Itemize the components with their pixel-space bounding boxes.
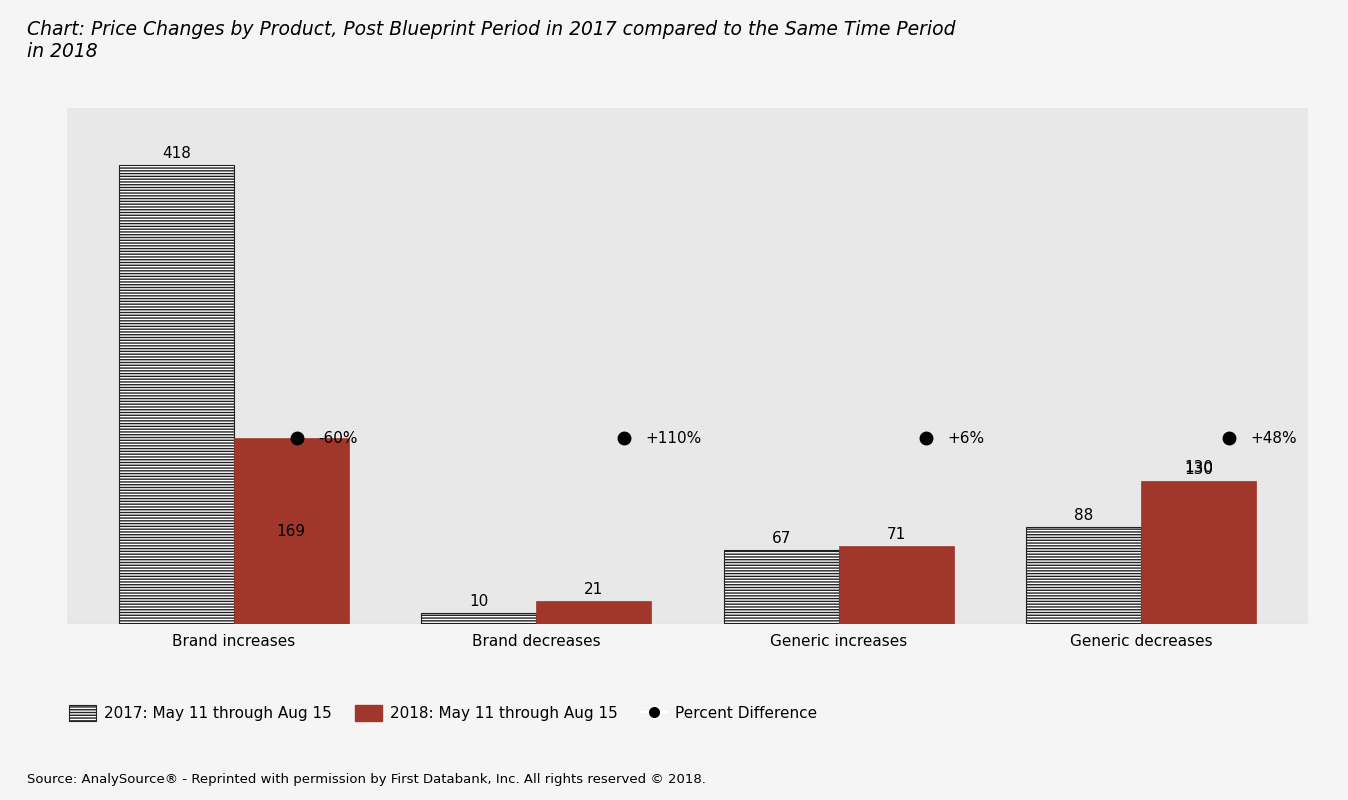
Text: 130: 130 bbox=[1184, 462, 1213, 477]
Bar bbox=[537, 601, 651, 624]
Text: 71: 71 bbox=[887, 526, 906, 542]
Bar bbox=[1026, 527, 1142, 624]
Text: 418: 418 bbox=[162, 146, 190, 161]
Text: 88: 88 bbox=[1074, 508, 1093, 523]
Bar bbox=[838, 546, 953, 624]
Bar bbox=[422, 613, 537, 624]
Bar bbox=[119, 165, 233, 624]
Text: 169: 169 bbox=[276, 524, 306, 538]
Text: 67: 67 bbox=[771, 531, 791, 546]
Text: 21: 21 bbox=[584, 582, 604, 597]
Text: 10: 10 bbox=[469, 594, 488, 609]
Bar bbox=[1142, 482, 1256, 624]
Legend: 2017: May 11 through Aug 15, 2018: May 11 through Aug 15, Percent Difference: 2017: May 11 through Aug 15, 2018: May 1… bbox=[62, 699, 824, 727]
Text: 130: 130 bbox=[1184, 461, 1213, 475]
Bar bbox=[724, 550, 838, 624]
Bar bbox=[233, 438, 349, 624]
Text: Source: AnalySource® - Reprinted with permission by First Databank, Inc. All rig: Source: AnalySource® - Reprinted with pe… bbox=[27, 773, 706, 786]
Text: +48%: +48% bbox=[1250, 431, 1297, 446]
Text: Chart: Price Changes by Product, Post Blueprint Period in 2017 compared to the S: Chart: Price Changes by Product, Post Bl… bbox=[27, 20, 956, 61]
Text: +110%: +110% bbox=[646, 431, 701, 446]
Text: +6%: +6% bbox=[948, 431, 985, 446]
Text: -60%: -60% bbox=[318, 431, 359, 446]
